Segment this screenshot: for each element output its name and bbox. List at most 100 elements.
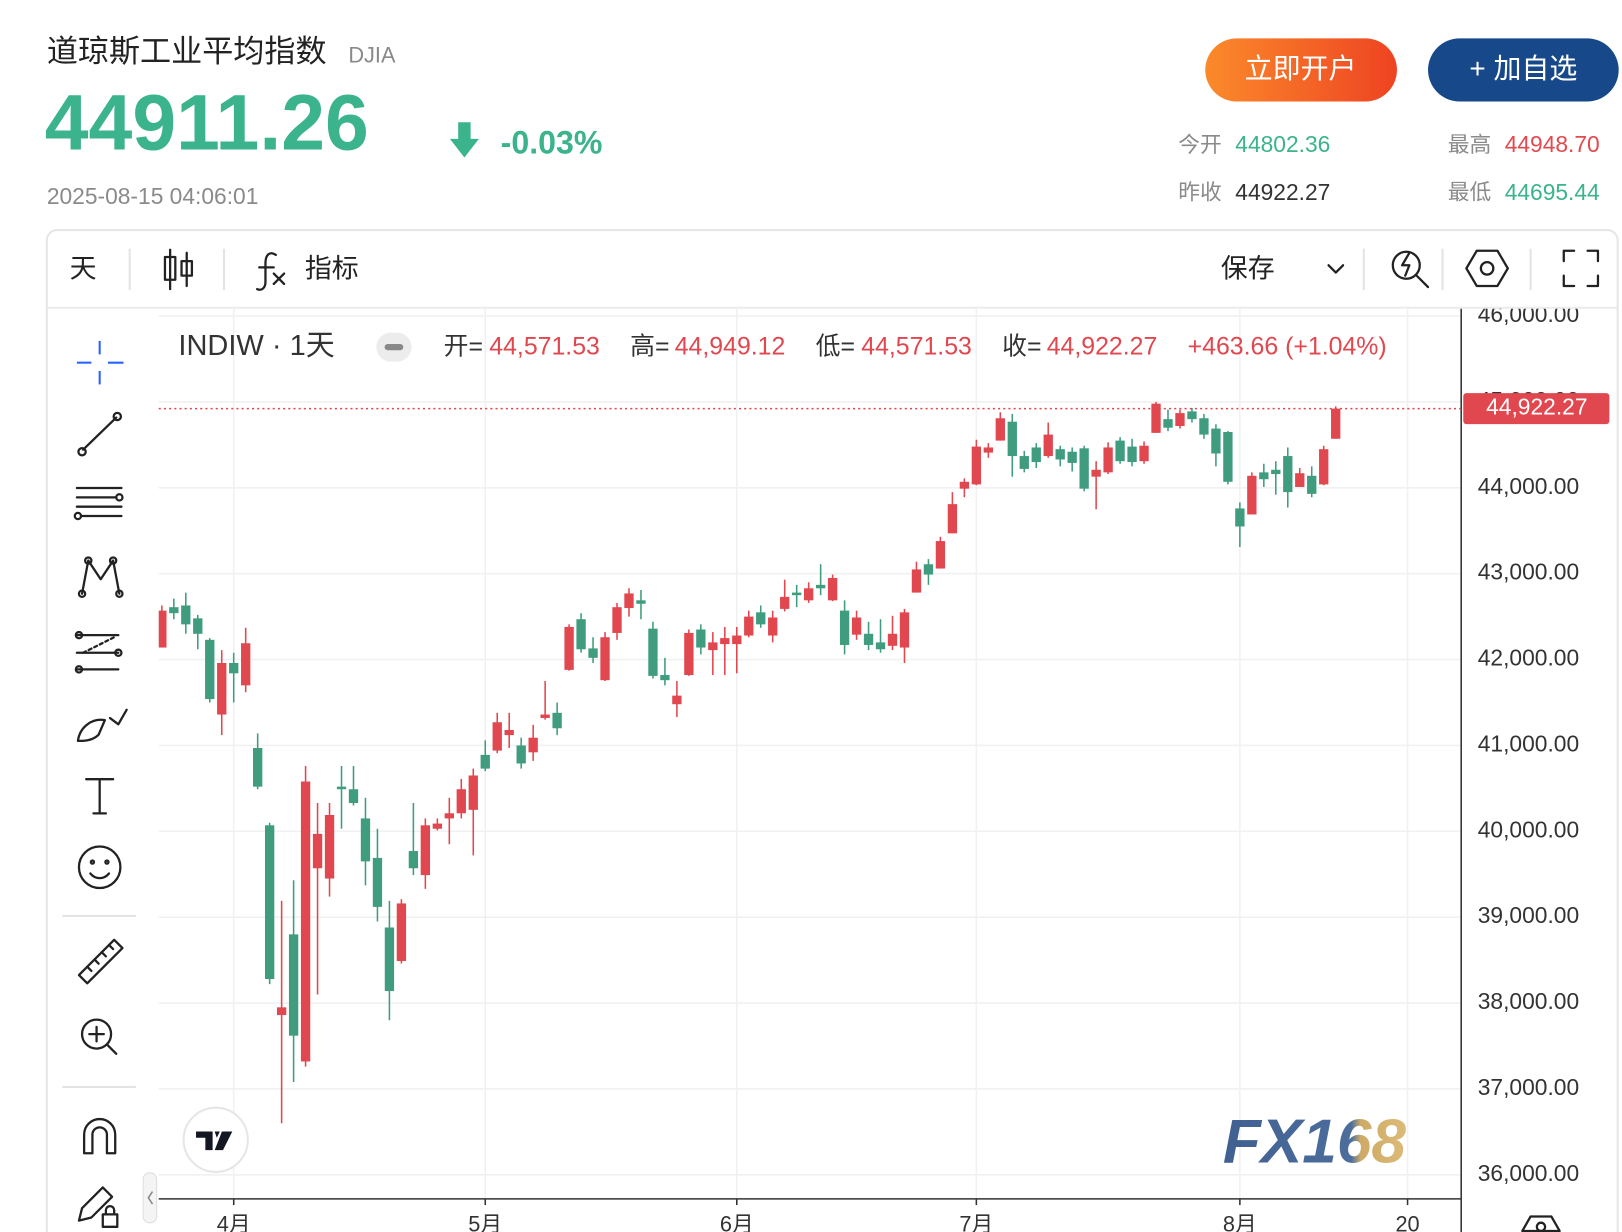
legend-value: 44,949.12	[675, 333, 786, 361]
candle-body	[1175, 413, 1185, 426]
candle-body	[708, 642, 718, 651]
last-price-tag	[1463, 393, 1610, 425]
zoom-tool[interactable]	[80, 1018, 118, 1055]
y-tick-label: 39,000.00	[1478, 902, 1579, 928]
candle-body	[288, 934, 299, 1036]
candle-body	[312, 833, 323, 869]
candle-body	[1187, 411, 1197, 420]
candle-body	[1247, 475, 1257, 515]
open-account-label[interactable]: 立即开户	[1245, 53, 1357, 84]
candle-body	[253, 748, 263, 787]
candle-body	[1103, 447, 1113, 473]
horizontal-lines-tool[interactable]	[73, 486, 124, 521]
pattern-tool[interactable]	[77, 556, 124, 598]
watchlist-button[interactable]	[1428, 38, 1619, 102]
candle-body	[1151, 403, 1161, 433]
candle-body	[1331, 408, 1341, 439]
legend-label: 开=	[444, 333, 483, 361]
save-menu-chevron[interactable]	[1327, 264, 1345, 274]
candle-body	[648, 628, 658, 676]
candle-body	[384, 927, 395, 992]
candle-body	[468, 775, 478, 810]
candle-body	[887, 633, 898, 646]
chart-type-icon[interactable]	[163, 248, 194, 291]
grid	[158, 308, 1462, 1199]
lock-drawing-tool[interactable]	[77, 1186, 119, 1228]
last-price-label: 44,922.27	[1486, 394, 1587, 420]
emoji-tool[interactable]	[77, 845, 122, 890]
legend-value: 44,922.27	[1047, 333, 1158, 361]
open-account-button[interactable]	[1205, 38, 1397, 102]
candle-body	[827, 577, 838, 601]
candle-body	[780, 596, 790, 609]
fullscreen-icon[interactable]	[1562, 249, 1600, 288]
y-tick-label: 37,000.00	[1478, 1074, 1579, 1100]
toolbar-separators	[128, 248, 1532, 291]
stat-label: 最低	[1448, 180, 1492, 205]
axis-settings-icon[interactable]	[1521, 1215, 1561, 1232]
change: -0.03%	[501, 125, 603, 161]
watchlist-label[interactable]: + 加自选	[1469, 53, 1577, 84]
candle-body	[324, 814, 335, 879]
interval-button[interactable]: 天	[70, 254, 97, 284]
y-tick-label: 46,000.00	[1478, 301, 1579, 327]
save-button[interactable]: 保存	[1221, 254, 1275, 284]
candle-body	[803, 588, 814, 601]
y-tick-label: 40,000.00	[1478, 816, 1579, 842]
candle-body	[1031, 447, 1041, 463]
candle-body	[612, 607, 622, 633]
candle-body	[1067, 451, 1077, 463]
ruler-tool[interactable]	[77, 938, 124, 985]
stat-value: 44922.27	[1235, 179, 1330, 205]
chart-card	[45, 228, 1619, 1232]
stat-value: 44695.44	[1505, 179, 1600, 205]
candle-body	[300, 781, 311, 1062]
candle-body	[552, 712, 562, 729]
candle-body	[672, 695, 682, 705]
indicator-icon[interactable]	[256, 252, 286, 291]
trend-line-tool[interactable]	[77, 411, 123, 457]
candle-body	[217, 663, 227, 715]
candle-body	[792, 592, 802, 596]
candle-body	[372, 857, 383, 907]
y-tick-label: 44,000.00	[1478, 473, 1579, 499]
candle-body	[348, 789, 359, 803]
x-tick-label: 5月	[468, 1212, 502, 1232]
title: 道琼斯工业平均指数	[47, 34, 327, 69]
candle-body	[564, 626, 574, 670]
candle-body	[169, 607, 179, 614]
candle-body	[336, 786, 347, 790]
candle-body	[276, 1007, 287, 1016]
symbol: DJIA	[348, 43, 396, 68]
indicators-button[interactable]: 指标	[305, 254, 359, 284]
candle-body	[588, 648, 598, 658]
candle-body	[1079, 448, 1089, 489]
candle-body	[396, 903, 407, 961]
panel-handle[interactable]	[142, 1172, 158, 1224]
x-tick-label: 20	[1395, 1212, 1419, 1232]
candle-body	[839, 610, 850, 645]
quick-search-icon[interactable]	[1391, 250, 1430, 289]
text-tool[interactable]	[85, 778, 115, 815]
candle-body	[1295, 473, 1305, 487]
stat-value: 44948.70	[1505, 131, 1600, 157]
watermark: FX168	[1223, 1107, 1407, 1176]
candle-body	[851, 617, 862, 635]
x-tick-label: 7月	[959, 1212, 993, 1232]
candle-body	[1007, 421, 1017, 457]
magnet-tool[interactable]	[82, 1118, 117, 1155]
fibonacci-tool[interactable]	[74, 630, 123, 674]
candle-body	[971, 446, 982, 485]
crosshair-tool[interactable]	[76, 340, 124, 385]
brush-tool[interactable]	[76, 708, 128, 742]
candle-body	[600, 637, 610, 681]
candle-body	[516, 745, 526, 764]
overlay: 44,922.27	[158, 393, 1610, 425]
stat-label: 最高	[1448, 132, 1492, 157]
candle-body	[492, 722, 502, 751]
candle-body	[863, 633, 874, 645]
settings-icon[interactable]	[1465, 249, 1509, 288]
candle-body	[696, 629, 706, 648]
candle-body	[624, 593, 634, 609]
